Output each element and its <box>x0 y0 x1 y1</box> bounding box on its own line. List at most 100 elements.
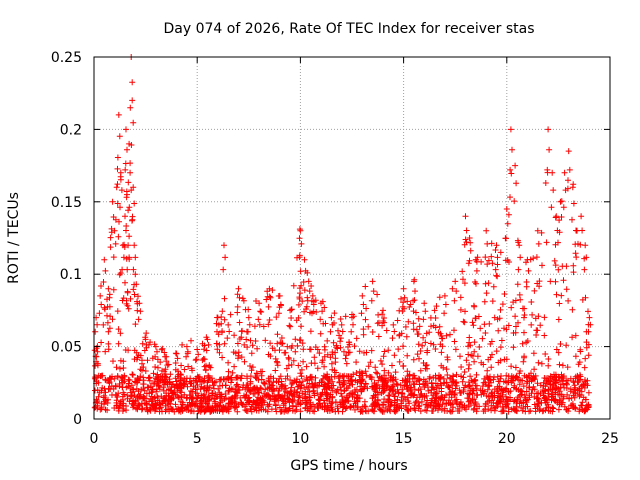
data-point-marker <box>282 385 289 392</box>
data-point-marker <box>443 379 450 386</box>
data-point-marker <box>165 361 172 368</box>
data-point-marker <box>372 364 379 371</box>
data-point-marker <box>497 249 504 256</box>
data-point-marker <box>431 307 438 314</box>
data-point-marker <box>141 394 148 401</box>
data-point-marker <box>523 339 530 346</box>
data-point-marker <box>235 383 242 390</box>
data-point-marker <box>563 286 570 293</box>
data-point-marker <box>236 294 243 301</box>
data-point-marker <box>114 154 121 161</box>
data-point-marker <box>278 335 285 341</box>
data-point-marker <box>161 349 168 356</box>
data-point-marker <box>453 382 460 389</box>
data-point-marker <box>480 361 487 368</box>
data-point-marker <box>435 407 441 414</box>
data-point-marker <box>451 338 458 345</box>
data-point-marker <box>514 396 521 403</box>
data-point-marker <box>579 399 586 406</box>
data-point-marker <box>177 374 184 381</box>
data-point-marker <box>405 407 412 414</box>
data-point-marker <box>117 169 124 176</box>
data-point-marker <box>484 240 491 247</box>
data-point-marker <box>272 355 279 362</box>
data-point-marker <box>452 346 459 353</box>
data-point-marker <box>585 352 592 359</box>
data-point-marker <box>273 378 280 385</box>
data-point-marker <box>569 334 576 341</box>
data-point-marker <box>570 378 577 384</box>
data-point-marker <box>129 216 136 223</box>
data-point-marker <box>243 407 250 414</box>
data-point-marker <box>560 395 567 402</box>
data-point-marker <box>228 379 234 386</box>
data-point-marker <box>427 340 434 347</box>
data-point-marker <box>472 400 479 407</box>
data-point-marker <box>191 401 198 408</box>
data-point-marker <box>461 384 468 391</box>
data-point-marker <box>94 348 101 355</box>
data-point-marker <box>531 287 538 294</box>
data-point-marker <box>282 382 289 389</box>
data-point-marker <box>403 382 410 389</box>
data-point-marker <box>302 267 309 274</box>
data-point-marker <box>350 321 356 328</box>
data-point-marker <box>570 269 577 276</box>
data-point-marker <box>368 347 375 354</box>
data-point-marker <box>461 280 468 287</box>
data-point-marker <box>401 294 408 301</box>
data-point-marker <box>552 278 559 285</box>
data-point-marker <box>294 399 301 406</box>
data-point-marker <box>173 378 180 385</box>
data-point-marker <box>203 407 209 414</box>
data-point-marker <box>146 406 153 413</box>
data-point-marker <box>212 406 218 413</box>
data-point-marker <box>194 346 201 353</box>
data-point-marker <box>276 292 283 299</box>
data-point-marker <box>135 293 141 300</box>
data-point-marker <box>258 406 265 413</box>
data-point-marker <box>111 227 118 234</box>
data-point-marker <box>329 406 335 413</box>
data-point-marker <box>473 392 480 399</box>
data-point-marker <box>550 382 557 389</box>
data-point-marker <box>369 407 376 414</box>
data-point-marker <box>461 241 468 248</box>
data-point-marker <box>472 279 478 285</box>
data-point-marker <box>266 285 273 292</box>
data-point-marker <box>334 405 341 412</box>
data-point-marker <box>417 408 424 415</box>
data-point-marker <box>105 377 112 384</box>
data-point-marker <box>306 288 313 295</box>
data-point-marker <box>567 388 574 395</box>
data-point-marker <box>379 322 386 329</box>
data-point-marker <box>508 304 515 311</box>
data-point-marker <box>359 403 366 410</box>
data-point-marker <box>441 394 448 401</box>
data-point-marker <box>119 266 126 273</box>
data-point-marker <box>514 374 521 381</box>
data-point-marker <box>548 204 555 211</box>
data-point-marker <box>285 356 292 362</box>
data-point-marker <box>517 296 524 303</box>
data-point-marker <box>469 319 476 326</box>
data-point-marker <box>465 351 472 358</box>
data-point-marker <box>441 292 448 299</box>
data-point-marker <box>363 305 370 312</box>
data-point-marker <box>235 285 242 292</box>
data-point-marker <box>480 379 487 386</box>
data-point-marker <box>532 372 539 379</box>
data-point-marker <box>363 408 370 415</box>
data-point-marker <box>582 294 589 301</box>
data-point-marker <box>92 328 99 335</box>
data-point-marker <box>181 366 188 373</box>
data-point-marker <box>204 385 211 392</box>
data-point-marker <box>185 363 192 370</box>
data-point-marker <box>256 300 263 307</box>
data-point-marker <box>512 329 519 336</box>
data-point-marker <box>494 373 501 380</box>
data-point-marker <box>539 387 546 393</box>
data-point-marker <box>436 375 443 382</box>
y-tick-label: 0.05 <box>51 340 82 356</box>
data-point-marker <box>576 377 583 384</box>
